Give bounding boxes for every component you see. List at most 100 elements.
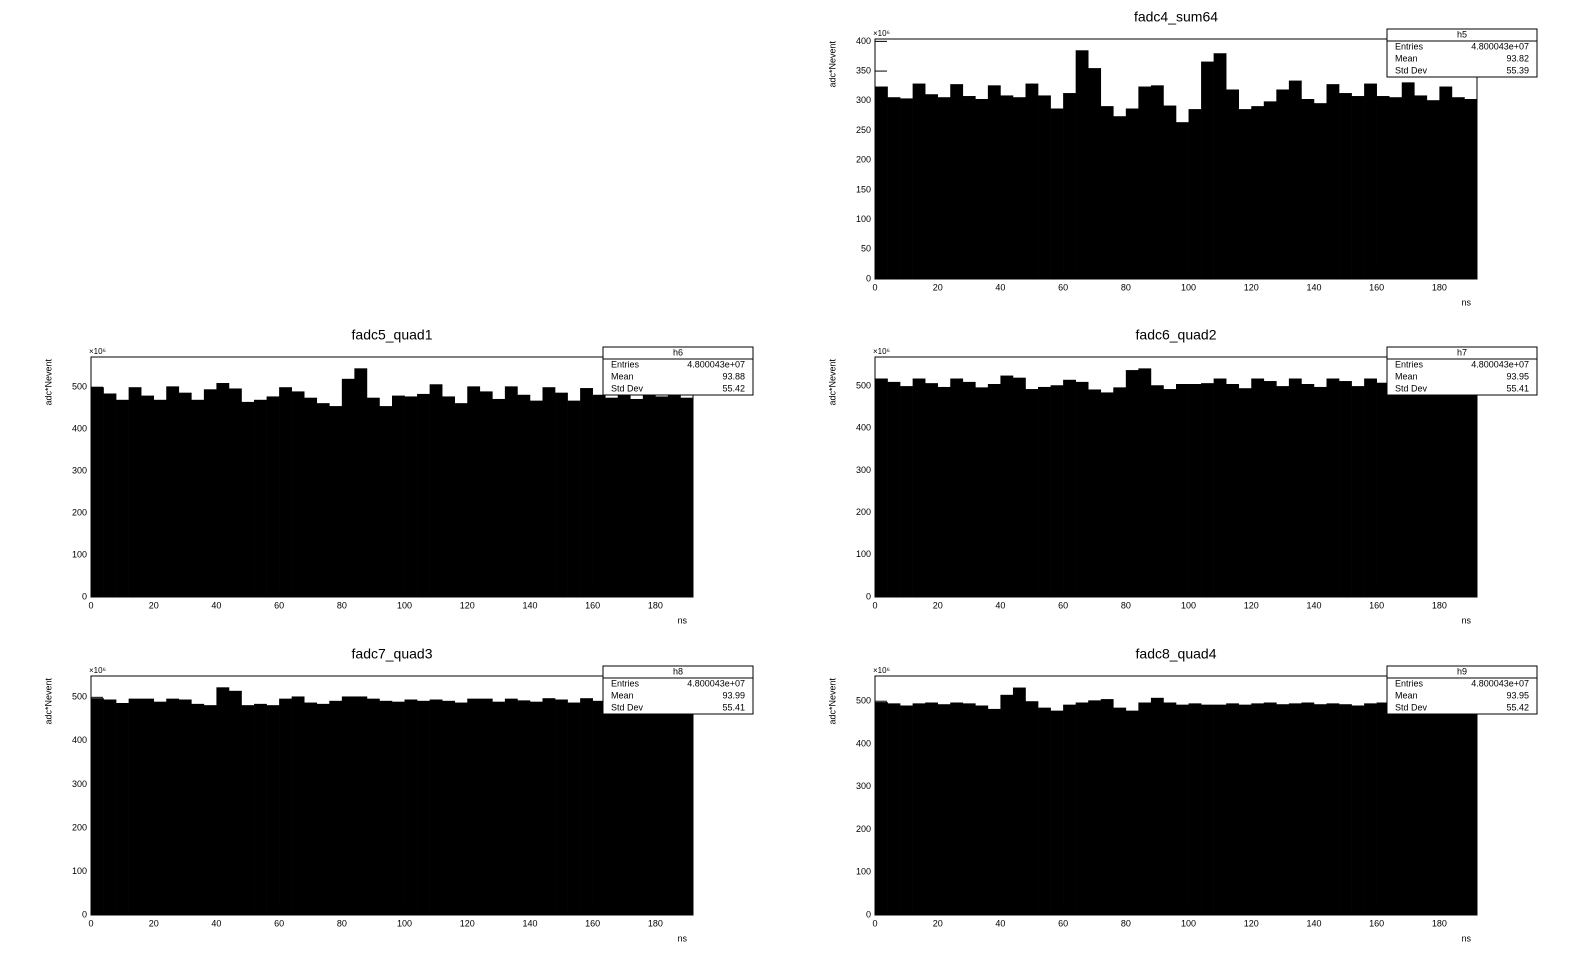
bar — [630, 701, 644, 915]
bar — [341, 696, 355, 915]
chart-title: fadc8_quad4 — [1136, 646, 1217, 662]
bar — [925, 94, 939, 279]
bar — [1125, 370, 1139, 597]
stats-value: 4.800043e+07 — [687, 359, 745, 369]
bar — [1439, 703, 1453, 915]
bar — [1451, 704, 1465, 915]
bar — [178, 699, 192, 915]
bar — [1025, 83, 1039, 279]
y-tick-label: 300 — [856, 95, 871, 105]
x-tick-label: 140 — [1306, 918, 1321, 928]
x-tick-label: 100 — [1181, 282, 1196, 292]
bar — [228, 690, 242, 915]
stats-label: Std Dev — [611, 702, 644, 712]
bar — [417, 393, 430, 597]
y-tick-label: 200 — [72, 822, 87, 832]
bar — [429, 384, 443, 597]
y-axis-title: adc*Nevent — [827, 359, 837, 406]
bar — [429, 699, 443, 915]
x-tick-label: 100 — [1181, 918, 1196, 928]
bar — [912, 378, 926, 597]
bar — [1050, 710, 1064, 915]
y-tick-label: 0 — [82, 591, 87, 601]
y-tick-label: 100 — [856, 214, 871, 224]
bar — [1226, 383, 1240, 597]
stats-label: Mean — [1395, 690, 1418, 700]
stats-label: Std Dev — [611, 383, 644, 393]
x-tick-label: 40 — [211, 600, 221, 610]
bar — [975, 705, 989, 915]
y-tick-label: 100 — [72, 549, 87, 559]
bar — [1276, 386, 1290, 597]
bar — [1326, 703, 1340, 915]
y-tick-label: 200 — [856, 155, 871, 165]
bar — [1150, 385, 1164, 597]
x-tick-label: 80 — [1121, 600, 1131, 610]
bar — [1050, 385, 1064, 597]
stats-value: 93.99 — [722, 690, 745, 700]
bar — [529, 701, 543, 915]
stats-value: 93.88 — [722, 371, 745, 381]
bar — [1351, 96, 1365, 280]
y-tick-label: 250 — [856, 125, 871, 135]
bar — [254, 703, 267, 915]
bar — [191, 703, 205, 915]
bar — [1426, 386, 1440, 597]
bar — [1251, 703, 1265, 915]
bar — [900, 386, 913, 597]
bar — [1138, 702, 1152, 915]
bar — [937, 704, 951, 915]
bar — [1012, 97, 1026, 279]
bar — [1063, 704, 1076, 915]
stats-label: Entries — [611, 359, 640, 369]
plot-frame — [90, 356, 694, 598]
stats-name: h5 — [1457, 29, 1467, 39]
bar — [517, 394, 531, 597]
bar — [555, 699, 568, 915]
x-tick-label: 20 — [933, 600, 943, 610]
x-axis-title: ns — [677, 933, 687, 943]
x-tick-label: 40 — [995, 918, 1005, 928]
y-tick-label: 500 — [72, 382, 87, 392]
bar — [580, 698, 593, 915]
y-tick-label: 400 — [856, 738, 871, 748]
bar — [191, 399, 205, 597]
y-tick-label: 400 — [72, 424, 87, 434]
bar — [454, 403, 468, 597]
bar — [1201, 61, 1214, 280]
bar — [1263, 702, 1277, 915]
stats-label: Entries — [1395, 678, 1424, 688]
stats-value: 4.800043e+07 — [1471, 41, 1529, 51]
bar — [103, 699, 117, 915]
bar — [304, 397, 318, 597]
bar — [567, 400, 581, 597]
bar — [266, 396, 280, 597]
plot-frame — [90, 675, 694, 916]
bar — [887, 381, 901, 597]
x-axis-title: ns — [1461, 615, 1471, 625]
x-tick-label: 120 — [460, 918, 475, 928]
bar — [379, 700, 393, 915]
bar — [875, 702, 888, 915]
bar — [329, 406, 343, 597]
x-tick-label: 40 — [211, 918, 221, 928]
bar — [642, 700, 656, 915]
y-exponent: ×10⁶ — [873, 29, 890, 38]
bar — [153, 399, 167, 597]
stats-value: 55.39 — [1506, 65, 1529, 75]
bar — [279, 698, 292, 915]
bar — [1238, 109, 1252, 280]
bar — [642, 393, 656, 597]
bar — [1414, 703, 1428, 915]
bar — [1150, 85, 1164, 279]
bar — [580, 388, 593, 597]
bar — [467, 698, 481, 915]
bar — [116, 702, 129, 915]
chart-title: fadc6_quad2 — [1136, 327, 1217, 343]
bar — [1100, 699, 1114, 915]
bar — [1464, 99, 1478, 279]
bar — [492, 701, 506, 915]
bar — [316, 403, 330, 597]
bar — [1351, 386, 1365, 597]
x-tick-label: 80 — [337, 918, 347, 928]
